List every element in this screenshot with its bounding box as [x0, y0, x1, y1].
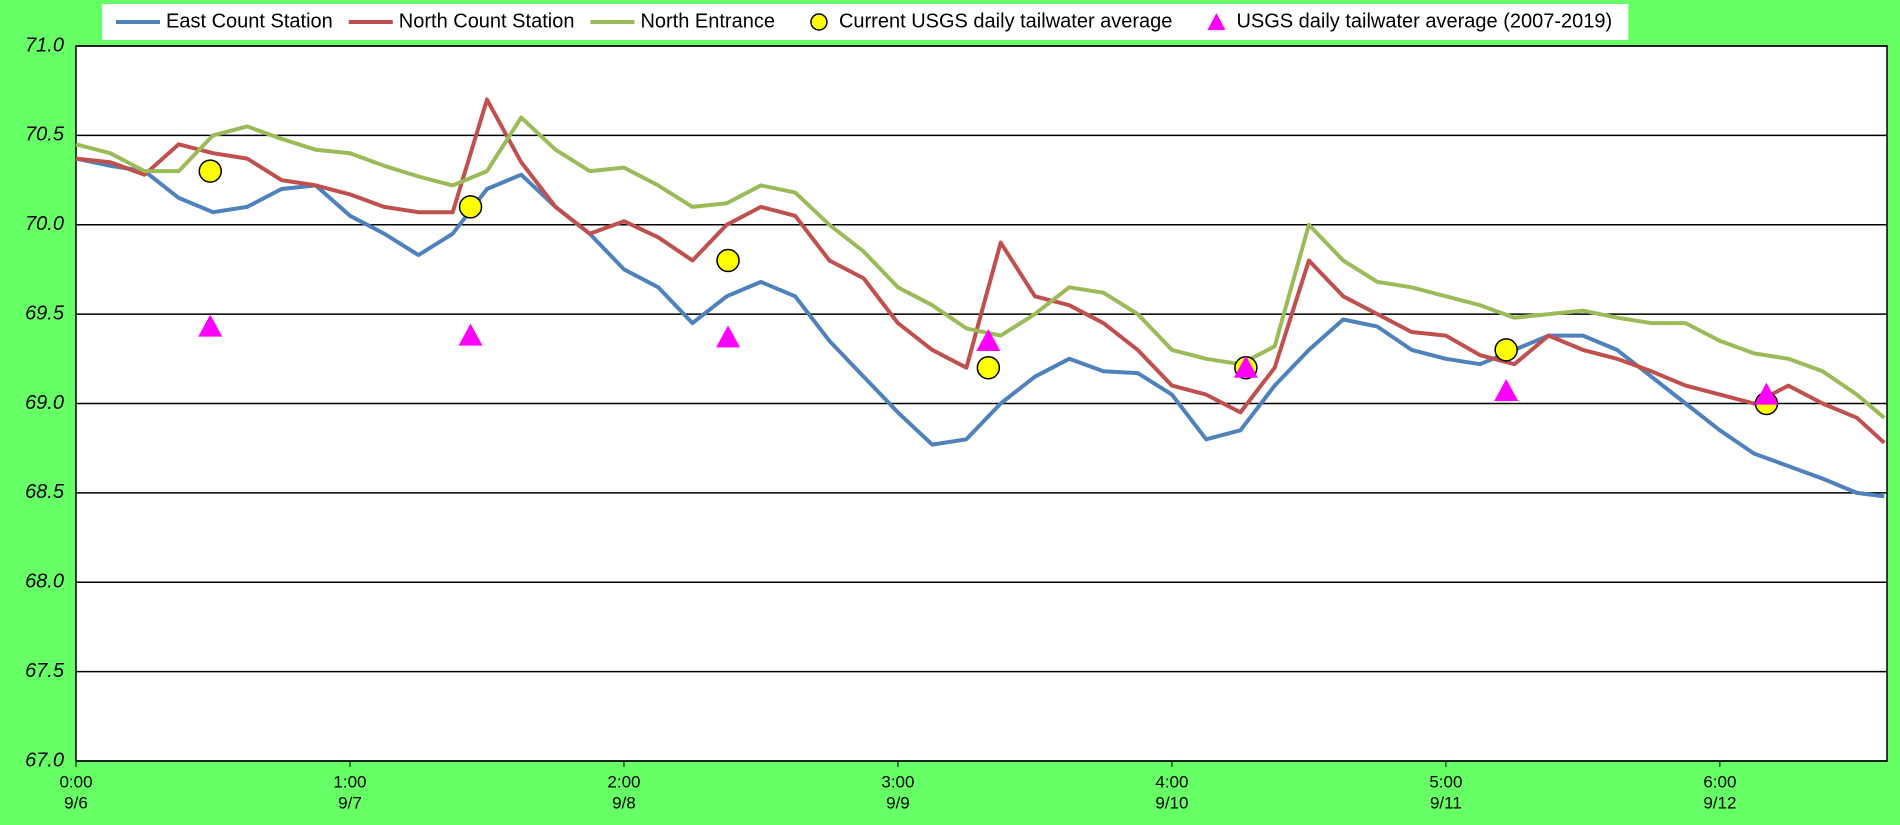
triangle-marker: [976, 328, 1001, 351]
y-tick-label: 69.5: [25, 302, 65, 324]
x-tick-label: 2:00: [607, 772, 640, 791]
triangle-marker: [458, 323, 483, 346]
legend-item: North Count Station: [348, 10, 575, 32]
triangle-marker: [1754, 382, 1779, 405]
x-tick-label: 9/8: [612, 793, 636, 812]
x-tick-label: 9/11: [1430, 793, 1462, 812]
triangle-marker: [716, 325, 741, 348]
circle-marker: [810, 13, 828, 31]
x-tick-label: 6:00: [1703, 772, 1736, 791]
triangle-marker: [1494, 378, 1519, 401]
y-tick-label: 67.5: [25, 660, 65, 682]
triangle-marker: [1233, 355, 1258, 378]
circle-marker: [1494, 338, 1518, 362]
legend-item: Current USGS daily tailwater average: [810, 10, 1172, 32]
x-tick-label: 9/9: [886, 793, 910, 812]
legend-label: North Entrance: [640, 10, 775, 32]
x-tick-label: 9/10: [1155, 793, 1188, 812]
x-tick-label: 3:00: [881, 772, 914, 791]
x-tick-label: 9/7: [338, 793, 362, 812]
circle-marker: [458, 195, 483, 219]
series-line: [75, 97, 1886, 445]
legend-label: North Count Station: [399, 10, 575, 32]
y-tick-label: 68.0: [25, 571, 64, 593]
legend-item: USGS daily tailwater average (2007-2019): [1207, 10, 1612, 32]
x-tick-label: 9/12: [1703, 793, 1736, 812]
triangle-marker: [1207, 13, 1226, 30]
circle-marker: [716, 248, 740, 273]
x-tick-label: 4:00: [1155, 772, 1188, 791]
y-tick-label: 71.0: [25, 34, 64, 56]
legend-item: North Entrance: [590, 10, 775, 32]
x-tick-label: 1:00: [333, 772, 366, 791]
legend-label: East Count Station: [166, 10, 333, 32]
legend-label: Current USGS daily tailwater average: [839, 10, 1172, 32]
triangle-marker: [198, 314, 223, 337]
circle-marker: [976, 356, 1001, 380]
series-line: [75, 156, 1885, 499]
y-tick-label: 70.0: [25, 213, 64, 235]
y-tick-label: 67.0: [25, 749, 64, 771]
legend-item: East Count Station: [116, 10, 333, 32]
x-tick-label: 9/6: [64, 793, 88, 812]
x-tick-label: 5:00: [1429, 772, 1462, 791]
series-line: [75, 115, 1886, 420]
y-tick-label: 70.5: [25, 124, 65, 146]
x-tick-label: 0:00: [59, 772, 92, 791]
y-tick-label: 68.5: [25, 481, 65, 503]
circle-marker: [198, 159, 222, 183]
y-tick-label: 69.0: [25, 392, 64, 414]
legend-label: USGS daily tailwater average (2007-2019): [1236, 10, 1612, 32]
